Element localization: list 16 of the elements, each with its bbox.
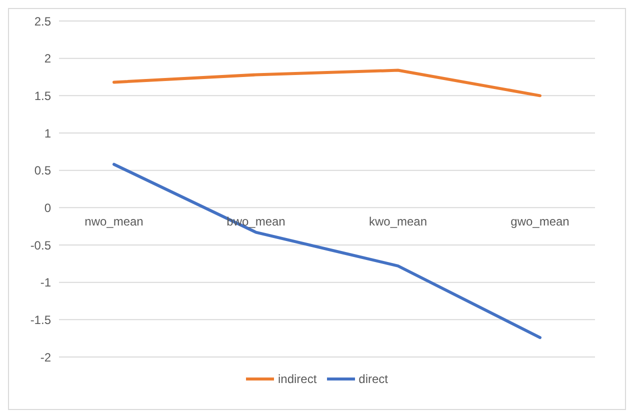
y-tick-label: 0.5 xyxy=(34,164,52,178)
y-tick-label: 1 xyxy=(44,126,52,140)
y-tick-label: 2.5 xyxy=(34,14,52,28)
y-tick-label: 2 xyxy=(44,52,52,66)
legend-label: indirect xyxy=(278,372,317,386)
x-tick-label: kwo_mean xyxy=(368,214,428,229)
y-tick-label: 1.5 xyxy=(34,88,52,103)
y-tick-label: 0 xyxy=(44,200,52,215)
y-tick-label: -1.5 xyxy=(30,312,52,327)
line-series xyxy=(112,68,542,98)
y-tick-label: -1 xyxy=(40,276,52,290)
legend-label: direct xyxy=(358,372,388,386)
x-tick-label: gwo_mean xyxy=(510,214,570,229)
x-tick-label: nwo_mean xyxy=(84,214,144,229)
y-tick-label: -0.5 xyxy=(30,238,52,252)
y-tick-label: -2 xyxy=(40,350,52,364)
